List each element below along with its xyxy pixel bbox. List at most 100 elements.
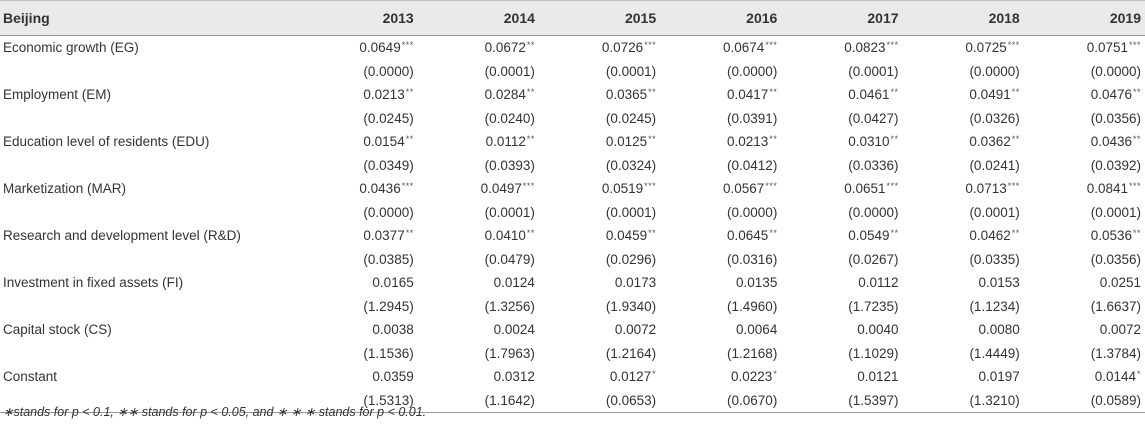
coefficient-value: 0.0519 [601,181,644,197]
significance-stars: *** [644,181,657,192]
coefficient-cell: 0.0135 [660,271,781,295]
standard-error-cell: (0.0001) [605,204,657,220]
standard-error-cell: (0.0335) [969,251,1020,267]
coefficient-value: 0.0135 [736,275,778,291]
standard-error-cell: (1.7235) [848,298,899,314]
standard-error-cell: (0.0001) [484,63,535,79]
empty-cell [0,201,297,225]
year-header: 2017 [781,0,903,36]
standard-error-cell: (0.0241) [969,157,1020,173]
standard-error-cell: (0.0000) [969,63,1020,79]
coefficient-value: 0.0153 [978,275,1020,291]
coefficient-cell: 0.0154** [297,130,418,154]
coefficient-value: 0.0173 [614,275,657,291]
coefficient-value: 0.0362 [969,134,1011,150]
coefficient-cell: 0.0651*** [781,177,902,201]
significance-stars: *** [1128,40,1141,51]
table-row-standard-error: (0.0000) (0.0001) (0.0001) (0.0000) (0.0000)… [0,201,1145,225]
standard-error-cell: (1.1029) [848,345,899,361]
variable-label: Marketization (MAR) [3,181,127,197]
coefficient-cell: 0.0436** [1024,130,1145,154]
standard-error-cell: (1.6637) [1090,298,1141,314]
significance-stars: ** [769,134,778,145]
standard-error-cell: (1.1536) [363,345,414,361]
significance-stars: ** [1011,134,1020,145]
coefficient-value: 0.0725 [965,40,1007,56]
coefficient-cell: 0.0519*** [539,177,660,201]
coefficient-cell: 0.0284** [418,83,539,107]
table-row-standard-error: (0.0385) (0.0479) (0.0296) (0.0316) (0.0267)… [0,248,1145,272]
table-row: Constant 0.0359 0.0312 0.0127* 0.0223* 0.0121… [0,365,1145,389]
coefficient-cell: 0.0461** [781,83,902,107]
coefficient-value: 0.0365 [605,87,648,103]
coefficient-value: 0.0310 [848,134,890,150]
year-header: 2018 [902,0,1024,36]
coefficient-value: 0.0459 [605,228,648,244]
table-row: Economic growth (EG) 0.0649*** 0.0672** 0.0… [0,36,1145,60]
standard-error-cell: (0.0385) [363,251,414,267]
coefficient-value: 0.0841 [1086,181,1128,197]
significance-stars: ** [1011,228,1020,239]
coefficient-cell: 0.0153 [903,271,1024,295]
standard-error-cell: (0.0000) [848,204,899,220]
significance-stars: ** [526,87,535,98]
standard-error-cell: (0.0393) [484,157,535,173]
coefficient-value: 0.0436 [359,181,401,197]
coefficient-cell: 0.0072 [539,318,660,342]
coefficient-value: 0.0127 [609,369,652,385]
significance-stars: *** [1128,181,1141,192]
standard-error-cell: (0.0479) [484,251,535,267]
coefficient-value: 0.0165 [372,275,414,291]
coefficient-cell: 0.0726*** [539,36,660,60]
coefficient-value: 0.0124 [493,275,535,291]
standard-error-cell: (1.3784) [1090,345,1141,361]
coefficient-value: 0.0476 [1090,87,1132,103]
standard-error-cell: (0.0001) [848,63,899,79]
coefficient-cell: 0.0567*** [660,177,781,201]
coefficient-value: 0.0497 [480,181,522,197]
empty-cell [0,154,297,178]
variable-label: Employment (EM) [3,87,112,103]
standard-error-cell: (0.0001) [605,63,657,79]
coefficient-cell: 0.0310** [781,130,902,154]
year-header: 2013 [296,0,418,36]
coefficient-cell: 0.0497*** [418,177,539,201]
table-row-standard-error: (1.5313) (1.1642) (0.0653) (0.0670) (1.5397)… [0,388,1145,413]
standard-error-cell: (1.3256) [484,298,535,314]
coefficient-cell: 0.0649*** [297,36,418,60]
coefficient-cell: 0.0038 [297,318,418,342]
standard-error-cell: (1.4449) [969,345,1020,361]
coefficient-cell: 0.0462** [903,224,1024,248]
coefficient-value: 0.0549 [848,228,890,244]
coefficient-value: 0.0726 [601,40,644,56]
significance-stars: *** [644,40,657,51]
significance-stars: *** [401,181,414,192]
coefficient-value: 0.0121 [857,369,899,385]
standard-error-cell: (1.1642) [417,388,539,413]
coefficient-cell: 0.0124 [418,271,539,295]
coefficient-value: 0.0284 [484,87,526,103]
significance-stars: *** [765,40,778,51]
coefficient-value: 0.0377 [363,228,405,244]
corner-header: Beijing [0,0,297,36]
coefficient-cell: 0.0213** [297,83,418,107]
coefficient-value: 0.0359 [372,369,414,385]
year-header: 2015 [538,0,661,36]
coefficient-value: 0.0567 [723,181,765,197]
empty-cell [0,107,297,131]
coefficient-cell: 0.0751*** [1024,36,1145,60]
coefficient-value: 0.0417 [727,87,769,103]
coefficient-cell: 0.0112 [781,271,902,295]
significance-stars: *** [1007,181,1020,192]
significance-stars: ** [890,228,899,239]
standard-error-cell: (1.4960) [727,298,778,314]
variable-label: Investment in fixed assets (FI) [3,275,184,291]
standard-error-cell: (1.5313) [296,388,418,413]
significance-stars: *** [765,181,778,192]
coefficient-cell: 0.0144* [1024,365,1145,389]
coefficient-cell: 0.0672** [418,36,539,60]
standard-error-cell: (0.0245) [363,110,414,126]
coefficient-cell: 0.0312 [418,365,539,389]
coefficient-cell: 0.0417** [660,83,781,107]
coefficient-value: 0.0672 [484,40,526,56]
